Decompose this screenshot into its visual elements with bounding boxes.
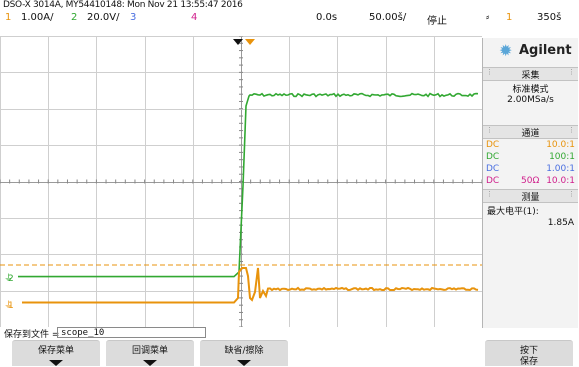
- ch2-ground-marker[interactable]: 2: [8, 274, 14, 284]
- measurement-value: 1.85A: [547, 218, 574, 228]
- grip-icon: ⋮: [486, 190, 493, 198]
- ch4-coupling: DC: [486, 176, 500, 186]
- ch2-ground-icon: ⏚: [4, 273, 13, 284]
- graticule-grid: [0, 36, 482, 327]
- ch1-scale[interactable]: 1.00A/: [21, 12, 54, 23]
- ch1-coupling: DC: [486, 140, 500, 150]
- grip-icon: ⋮: [568, 190, 575, 198]
- acquisition-section-header[interactable]: ⋮ 采集 ⋮: [483, 67, 578, 81]
- side-panel: ✹ Agilent ⋮ 采集 ⋮ 标准模式 2.00MSa/s ⋮ 通道 ⋮ D…: [482, 38, 578, 328]
- press-to-save-line2: 保存: [519, 357, 538, 367]
- default-erase-label: 缺省/擦除: [224, 346, 264, 356]
- sample-rate: 2.00MSa/s: [507, 95, 554, 105]
- acquisition-mode: 标准模式: [512, 85, 549, 95]
- trigger-level[interactable]: 350š: [537, 12, 562, 23]
- trigger-position-icon: [233, 39, 243, 45]
- waveform-display[interactable]: 2 1 ⏚ ⏚: [0, 36, 482, 327]
- ch2-probe: 100:1: [549, 152, 575, 162]
- down-arrow-icon: [237, 360, 251, 366]
- status-bar: 1 1.00A/ 2 20.0V/ 3 4 0.0s 50.00š/ 停止 ⸗ …: [0, 11, 579, 27]
- grip-icon: ⋮: [486, 68, 493, 76]
- down-arrow-icon: [49, 360, 63, 366]
- ch1-number[interactable]: 1: [5, 12, 12, 23]
- ch3-probe: 1.00:1: [546, 164, 575, 174]
- acquisition-title: 采集: [521, 71, 540, 81]
- instrument-info: DSO-X 3014A, MY54410148: Mon Nov 21 13:5…: [3, 0, 243, 10]
- ch2-number[interactable]: 2: [71, 12, 78, 23]
- save-to-file-label: 保存到文件 =: [4, 330, 60, 340]
- grip-icon: ⋮: [486, 126, 493, 134]
- ch4-probe: 10.0:1: [546, 176, 575, 186]
- ch3-number[interactable]: 3: [130, 12, 137, 23]
- trigger-time-marker-icon: [245, 39, 255, 45]
- down-arrow-icon: [143, 360, 157, 366]
- filename-field[interactable]: scope_10: [57, 327, 206, 338]
- ch4-number[interactable]: 4: [191, 12, 198, 23]
- ch3-coupling: DC: [486, 164, 500, 174]
- trigger-source[interactable]: 1: [506, 12, 513, 23]
- brand-name: Agilent: [519, 43, 572, 58]
- ch1-ground-marker[interactable]: 1: [8, 301, 14, 311]
- measurement-title: 测量: [521, 193, 540, 203]
- trigger-slope-icon: ⸗: [486, 12, 490, 23]
- grip-icon: ⋮: [568, 126, 575, 134]
- ch2-coupling: DC: [486, 152, 500, 162]
- recall-menu-softkey[interactable]: 回调菜单: [106, 340, 194, 366]
- default-erase-softkey[interactable]: 缺省/擦除: [200, 340, 288, 366]
- ch1-waveform: [22, 267, 479, 304]
- measurement-section-header[interactable]: ⋮ 测量 ⋮: [483, 189, 578, 203]
- measurement-label: 最大电平(1):: [487, 207, 539, 217]
- brand-header: ✹ Agilent: [483, 38, 578, 66]
- save-menu-softkey[interactable]: 保存菜单: [12, 340, 100, 366]
- agilent-spark-icon: ✹: [499, 41, 513, 60]
- ch2-scale[interactable]: 20.0V/: [87, 12, 120, 23]
- grip-icon: ⋮: [568, 68, 575, 76]
- ch1-probe: 10.0:1: [546, 140, 575, 150]
- recall-menu-label: 回调菜单: [131, 346, 168, 356]
- channels-section-header[interactable]: ⋮ 通道 ⋮: [483, 125, 578, 139]
- ch2-settings-row[interactable]: DC 100:1: [483, 152, 578, 163]
- run-state[interactable]: 停止: [427, 16, 447, 27]
- time-delay[interactable]: 0.0s: [316, 12, 338, 23]
- ch4-impedance: 50Ω: [521, 176, 540, 186]
- ch4-settings-row[interactable]: DC 50Ω 10.0:1: [483, 176, 578, 187]
- ch2-waveform: [18, 92, 479, 278]
- time-scale[interactable]: 50.00š/: [369, 12, 407, 23]
- press-to-save-softkey[interactable]: 按下 保存: [485, 340, 573, 367]
- ch1-settings-row[interactable]: DC 10.0:1: [483, 140, 578, 151]
- ch1-ground-icon: ⏚: [4, 300, 13, 311]
- save-menu-label: 保存菜单: [37, 346, 74, 356]
- press-to-save-line1: 按下: [519, 346, 538, 356]
- ch3-settings-row[interactable]: DC 1.00:1: [483, 164, 578, 175]
- channels-title: 通道: [521, 129, 540, 139]
